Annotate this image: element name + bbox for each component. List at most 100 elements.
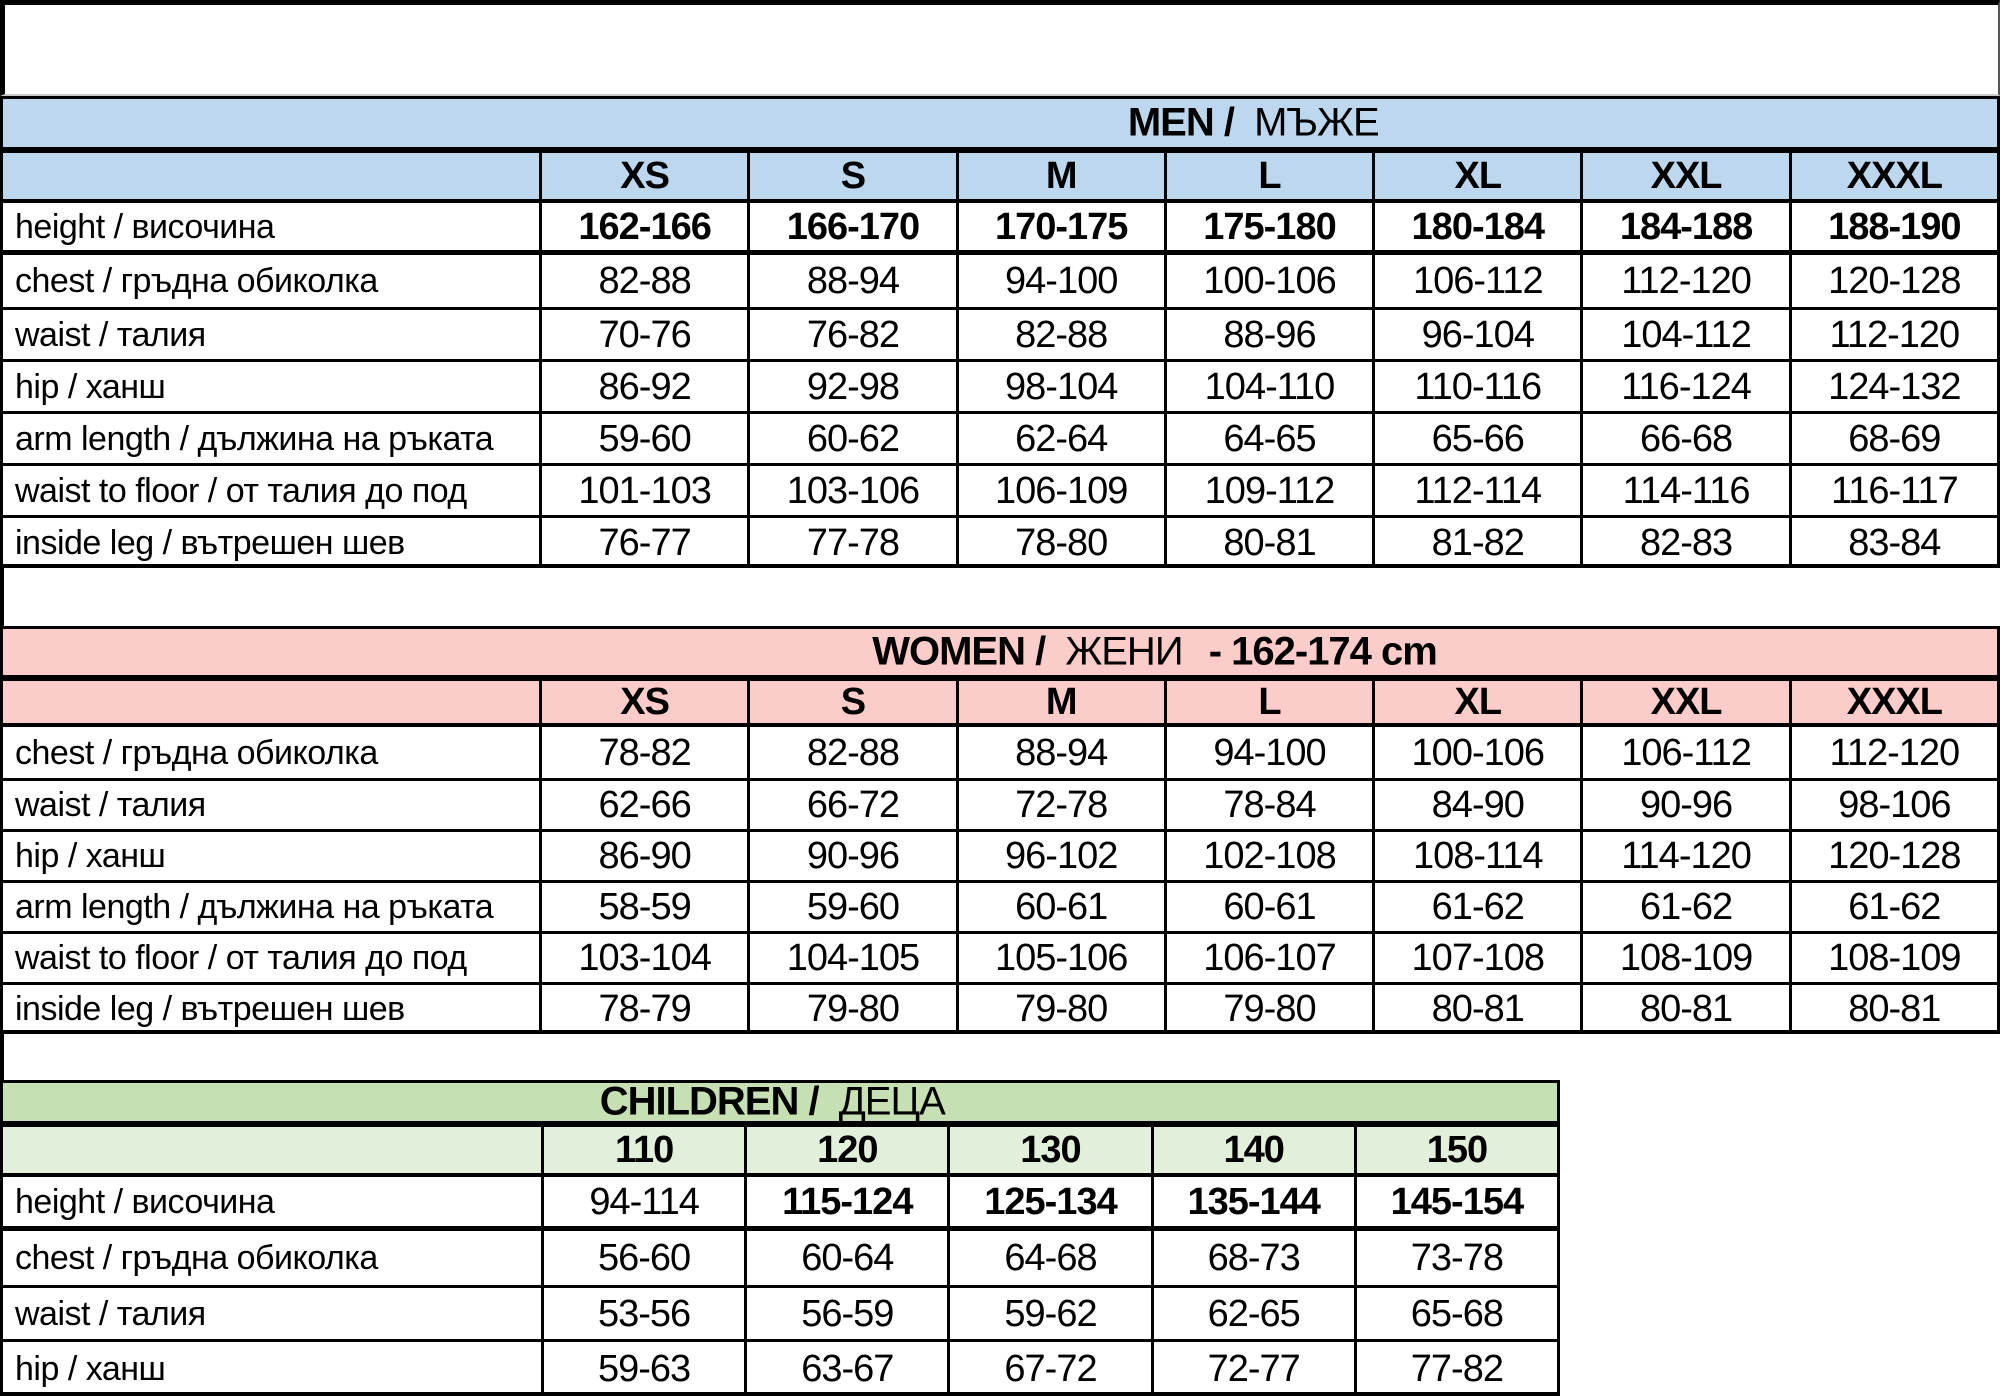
row-label: inside leg / вътрешен шев [3,982,539,1033]
women-section-title: WOMEN / ЖЕНИ - 162-174 cm [872,629,1438,675]
value-cell: 90-96 [1580,778,1789,829]
value-cell: 96-104 [1372,307,1581,359]
row-label: arm length / дължина на ръката [3,880,539,931]
value-cell: 56-60 [541,1231,744,1285]
row-label: chest / гръдна обиколка [15,1239,378,1277]
value-cell: 78-84 [1163,778,1373,829]
value-cell: 108-114 [1372,829,1581,880]
value-cell: 106-109 [955,463,1164,515]
value-cell: 112-120 [1788,307,1997,359]
value-cell: 64-65 [1163,411,1373,463]
women-size-header: S [747,681,956,727]
value-cell: 59-62 [947,1285,1151,1339]
value-cell: 98-104 [955,359,1164,411]
men-size-header: L [1163,153,1373,203]
men-size-header: XXXL [1788,153,1997,203]
value-cell: 76-77 [539,515,748,567]
children-size-header: 110 [541,1127,745,1177]
value-cell: 145-154 [1353,1177,1557,1231]
value-cell: 108-109 [1788,931,1997,982]
value-cell: 120-128 [1788,255,1997,307]
row-label: hip / ханш [3,829,539,880]
women-title-en: WOMEN / [872,629,1046,674]
row-label: chest / гръдна обиколка [15,262,378,300]
men-size-header: S [747,153,956,203]
value-cell: 88-96 [1163,307,1373,359]
value-cell: 73-78 [1353,1231,1557,1285]
value-cell: 112-114 [1372,463,1581,515]
value-cell: 90-96 [747,829,956,880]
value-cell: 61-62 [1580,880,1789,931]
value-cell: 65-66 [1372,411,1581,463]
children-size-header: 140 [1150,1127,1354,1177]
row-label: waist / талия [3,307,539,359]
value-cell: 110-116 [1372,359,1581,411]
value-cell: 63-67 [744,1339,948,1395]
value-cell: 100-106 [1372,727,1580,778]
men-size-header: XS [539,153,748,203]
women-title-height-range: - 162-174 cm [1208,629,1438,674]
women-title-bg: ЖЕНИ [1065,629,1183,674]
women-size-table: WOMEN / ЖЕНИ - 162-174 cm XS S M L XL XX… [0,626,2000,1034]
value-cell: 67-72 [947,1339,1151,1395]
value-cell: 86-92 [539,359,748,411]
value-cell: 114-116 [1580,463,1789,515]
children-size-header: 130 [947,1127,1151,1177]
value-cell: 53-56 [541,1285,745,1339]
value-cell: 92-98 [747,359,956,411]
value-cell: 112-120 [1788,727,1997,778]
value-cell: 79-80 [955,982,1164,1033]
value-cell: 82-88 [747,727,955,778]
value-cell: 59-60 [747,880,956,931]
value-cell: 104-110 [1163,359,1373,411]
women-size-header: XXL [1580,681,1789,727]
row-label: hip / ханш [3,1339,541,1395]
women-section-header: WOMEN / ЖЕНИ - 162-174 cm [3,629,1997,681]
value-cell: 104-112 [1580,307,1789,359]
value-cell: 78-79 [539,982,748,1033]
value-cell: 62-64 [955,411,1164,463]
top-empty-band [0,0,2000,96]
value-cell: 114-120 [1580,829,1789,880]
value-cell: 108-109 [1580,931,1789,982]
women-size-header: M [955,681,1164,727]
value-cell: 135-144 [1150,1177,1354,1231]
value-cell: 82-88 [955,307,1164,359]
value-cell: 112-120 [1580,255,1788,307]
row-label: waist to floor / от талия до под [3,931,539,982]
value-cell: 59-60 [539,411,748,463]
value-cell: 125-134 [947,1177,1151,1231]
children-title-bg: ДЕЦА [838,1079,946,1124]
value-cell: 124-132 [1788,359,1997,411]
value-cell: 80-81 [1580,982,1789,1033]
value-cell: 106-107 [1163,931,1373,982]
value-cell: 62-66 [539,778,748,829]
row-label: waist / талия [3,778,539,829]
row-label: height / височина [3,203,539,255]
value-cell: 80-81 [1372,982,1581,1033]
row-label: arm length / дължина на ръката [3,411,539,463]
value-cell: 94-100 [1163,727,1372,778]
value-cell: 120-128 [1788,829,1997,880]
value-cell: 107-108 [1372,931,1581,982]
children-section-title: CHILDREN / ДЕЦА [600,1079,946,1125]
value-cell: 80-81 [1788,982,1997,1033]
value-cell: 116-117 [1788,463,1997,515]
women-corner-cell [3,681,539,727]
value-cell: 106-112 [1372,255,1580,307]
value-cell: 100-106 [1163,255,1372,307]
value-cell: 79-80 [747,982,956,1033]
value-cell: 166-170 [747,203,956,255]
row-label: waist / талия [3,1285,541,1339]
value-cell: 60-64 [744,1231,947,1285]
value-cell: 80-81 [1163,515,1373,567]
value-cell: 105-106 [955,931,1164,982]
children-section-header: CHILDREN / ДЕЦА [3,1079,1557,1127]
value-cell: 83-84 [1788,515,1997,567]
value-cell: 64-68 [947,1231,1150,1285]
value-cell: 82-83 [1580,515,1789,567]
value-cell: 58-59 [539,880,748,931]
value-cell: 101-103 [539,463,748,515]
value-cell: 72-77 [1150,1339,1354,1395]
men-size-table: MEN / МЪЖЕ XS S M L XL XXL XXXL height /… [0,96,2000,568]
